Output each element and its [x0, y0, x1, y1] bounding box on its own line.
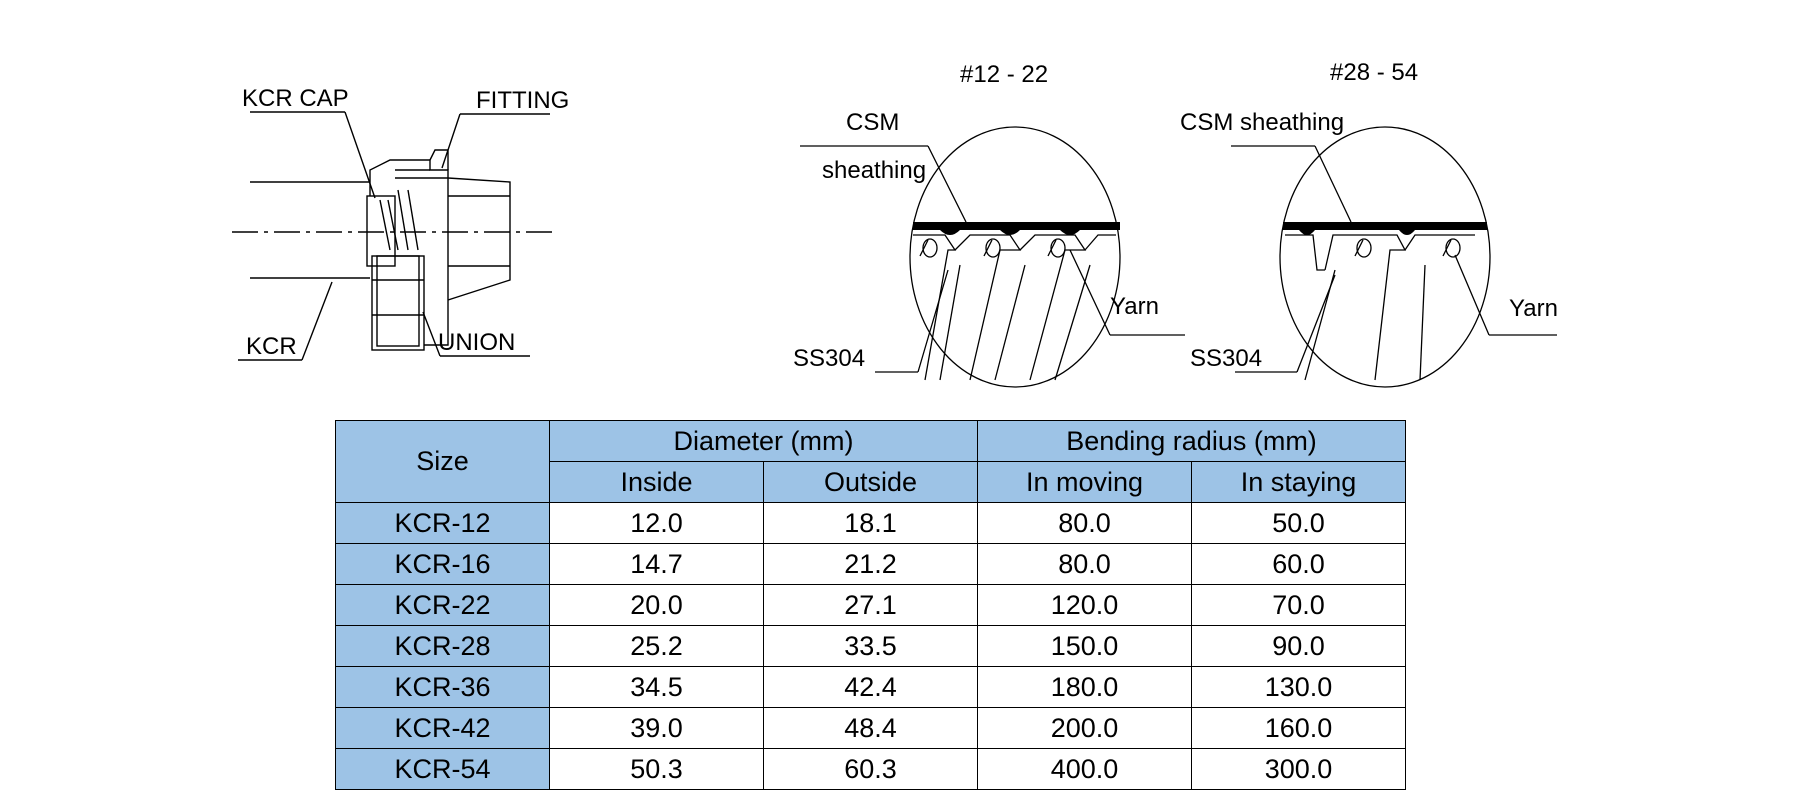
size-cell: KCR-36 — [335, 666, 550, 708]
in-moving-cell: 180.0 — [977, 666, 1192, 708]
in-moving-cell: 200.0 — [977, 707, 1192, 749]
in-moving-cell: 120.0 — [977, 584, 1192, 626]
size-cell: KCR-12 — [335, 502, 550, 544]
table-row: KCR-12 12.0 18.1 80.0 50.0 — [335, 502, 1406, 544]
section-small-yarn-label: Yarn — [1110, 293, 1159, 320]
section-large-csm-label: CSM sheathing — [1180, 109, 1344, 136]
table-row: KCR-28 25.2 33.5 150.0 90.0 — [335, 625, 1406, 667]
hose-spec-table: Size Diameter (mm) Bending radius (mm) I… — [335, 420, 1406, 790]
outside-header: Outside — [763, 461, 978, 503]
in-moving-cell: 80.0 — [977, 502, 1192, 544]
section-large-ss304-label: SS304 — [1190, 345, 1262, 372]
in-staying-cell: 130.0 — [1191, 666, 1406, 708]
outside-cell: 21.2 — [763, 543, 978, 585]
inside-cell: 50.3 — [549, 748, 764, 790]
outside-cell: 48.4 — [763, 707, 978, 749]
outside-cell: 18.1 — [763, 502, 978, 544]
outside-cell: 33.5 — [763, 625, 978, 667]
in-moving-cell: 80.0 — [977, 543, 1192, 585]
section-large-yarn-label: Yarn — [1509, 295, 1558, 322]
in-staying-header: In staying — [1191, 461, 1406, 503]
inside-header: Inside — [549, 461, 764, 503]
hose-section-large: #28 - 54 CSM sheathing Yarn SS304 — [1180, 59, 1558, 388]
table-row: KCR-54 50.3 60.3 400.0 300.0 — [335, 748, 1406, 790]
section-small-title: #12 - 22 — [960, 61, 1048, 88]
table-row: KCR-22 20.0 27.1 120.0 70.0 — [335, 584, 1406, 626]
in-moving-cell: 150.0 — [977, 625, 1192, 667]
section-small-csm-label: CSM — [846, 109, 899, 136]
in-staying-cell: 50.0 — [1191, 502, 1406, 544]
in-moving-cell: 400.0 — [977, 748, 1192, 790]
inside-cell: 39.0 — [549, 707, 764, 749]
table-row: KCR-36 34.5 42.4 180.0 130.0 — [335, 666, 1406, 708]
section-small-ss304-label: SS304 — [793, 345, 865, 372]
diameter-header: Diameter (mm) — [549, 420, 978, 462]
outside-cell: 42.4 — [763, 666, 978, 708]
inside-cell: 12.0 — [549, 502, 764, 544]
size-header: Size — [335, 420, 550, 503]
size-cell: KCR-54 — [335, 748, 550, 790]
inside-cell: 14.7 — [549, 543, 764, 585]
inside-cell: 34.5 — [549, 666, 764, 708]
inside-cell: 25.2 — [549, 625, 764, 667]
size-cell: KCR-42 — [335, 707, 550, 749]
fitting-assembly-drawing: KCR CAP FITTING KCR UNION — [232, 85, 569, 361]
union-label: UNION — [438, 329, 515, 356]
in-staying-cell: 70.0 — [1191, 584, 1406, 626]
inside-cell: 20.0 — [549, 584, 764, 626]
outside-cell: 60.3 — [763, 748, 978, 790]
kcr-cap-label: KCR CAP — [242, 85, 349, 112]
size-cell: KCR-22 — [335, 584, 550, 626]
in-staying-cell: 300.0 — [1191, 748, 1406, 790]
table-row: KCR-42 39.0 48.4 200.0 160.0 — [335, 707, 1406, 749]
table-row: KCR-16 14.7 21.2 80.0 60.0 — [335, 543, 1406, 585]
kcr-label: KCR — [246, 333, 297, 360]
section-small-sheathing-label: sheathing — [822, 157, 926, 184]
outside-cell: 27.1 — [763, 584, 978, 626]
in-staying-cell: 90.0 — [1191, 625, 1406, 667]
in-staying-cell: 160.0 — [1191, 707, 1406, 749]
fitting-label: FITTING — [476, 87, 569, 114]
size-cell: KCR-28 — [335, 625, 550, 667]
hose-section-small: #12 - 22 CSM sheathing Yarn SS304 — [793, 61, 1185, 388]
size-cell: KCR-16 — [335, 543, 550, 585]
bending-radius-header: Bending radius (mm) — [977, 420, 1406, 462]
section-large-title: #28 - 54 — [1330, 59, 1418, 86]
in-staying-cell: 60.0 — [1191, 543, 1406, 585]
in-moving-header: In moving — [977, 461, 1192, 503]
